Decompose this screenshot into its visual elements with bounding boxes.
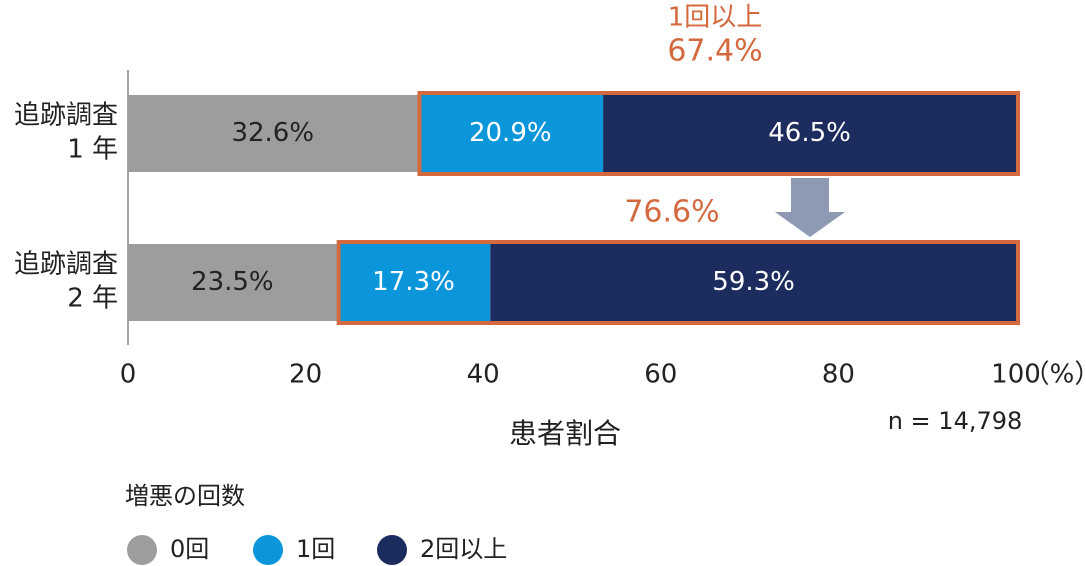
bar-segment — [603, 95, 1016, 172]
y-tick-label: 2 年 — [67, 284, 118, 314]
data-label: 17.3% — [372, 267, 455, 297]
x-tick-label: 80 — [822, 360, 855, 390]
data-label: 59.3% — [712, 267, 795, 297]
sample-size-note: n = 14,798 — [888, 407, 1023, 435]
x-tick-label: 100 — [991, 360, 1041, 390]
x-tick-label: 60 — [644, 360, 677, 390]
data-label: 20.9% — [469, 118, 552, 148]
bar-segment — [128, 244, 337, 321]
x-tick-label: 20 — [289, 360, 322, 390]
y-tick-label: 1 年 — [67, 135, 118, 165]
legend-swatch — [253, 535, 283, 565]
legend-label: 0回 — [170, 535, 209, 563]
legend-label: 1回 — [296, 535, 335, 563]
bar-segment — [128, 95, 418, 172]
legend-swatch — [377, 535, 407, 565]
legend-label: 2回以上 — [420, 535, 507, 563]
data-label: 46.5% — [768, 118, 851, 148]
annotation: 76.6% — [624, 195, 719, 230]
x-tick-label: 0 — [120, 360, 137, 390]
bar-segment — [417, 95, 604, 172]
trend-arrow — [775, 178, 845, 237]
annotation: 67.4% — [667, 34, 762, 69]
y-tick-label: 追跡調査 — [14, 250, 118, 280]
bar-segment — [490, 244, 1017, 321]
legend-title: 増悪の回数 — [125, 482, 245, 510]
data-label: 32.6% — [231, 118, 314, 148]
x-unit: （%） — [1024, 360, 1086, 390]
x-tick-label: 40 — [467, 360, 500, 390]
highlight-box — [417, 91, 1021, 176]
bar-segment — [336, 244, 491, 321]
x-axis-title: 患者割合 — [509, 417, 621, 450]
legend-swatch — [127, 535, 157, 565]
highlight-box — [336, 240, 1020, 325]
annotation: 1回以上 — [668, 3, 763, 33]
data-label: 23.5% — [191, 267, 274, 297]
y-tick-label: 追跡調査 — [14, 101, 118, 131]
